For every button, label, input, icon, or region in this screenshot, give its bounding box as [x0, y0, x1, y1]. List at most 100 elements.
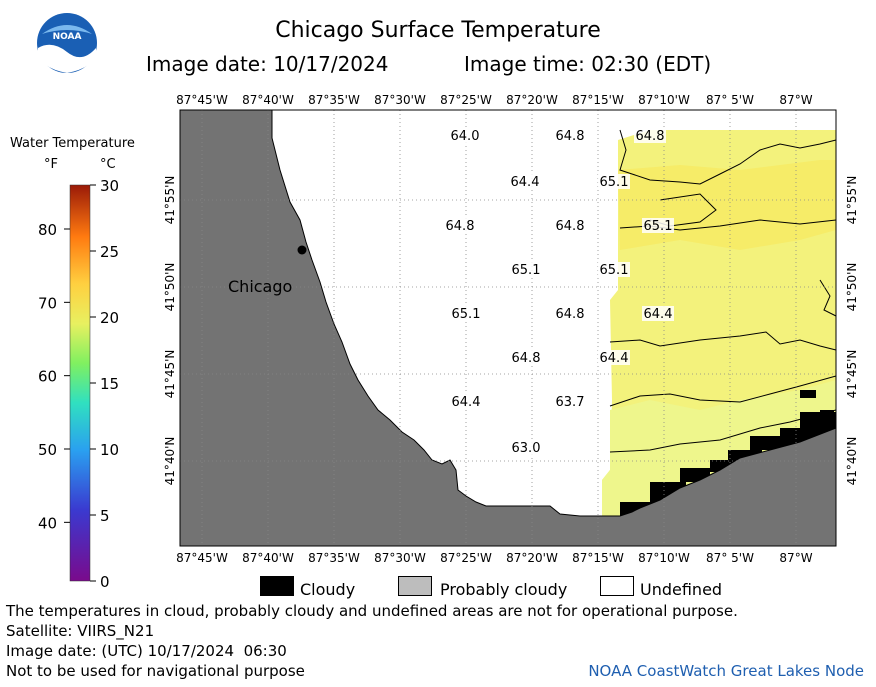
image-date: Image date: 10/17/2024	[146, 52, 389, 76]
land-area	[179, 109, 837, 547]
temp-label: 64.0	[451, 129, 480, 144]
lon-label-bottom: 87°10'W	[638, 551, 690, 565]
temp-label-bg	[598, 174, 630, 189]
lon-label-top: 87°10'W	[638, 93, 690, 107]
lon-label-bottom: 87°35'W	[308, 551, 360, 565]
lon-label-bottom: 87°40'W	[242, 551, 294, 565]
lon-label-top: 87°45'W	[176, 93, 228, 107]
lon-label-top: 87°25'W	[440, 93, 492, 107]
temp-label: 65.1	[512, 263, 541, 278]
temp-label-bg	[642, 306, 674, 321]
temp-label: 64.4	[452, 395, 481, 410]
temp-label: 64.8	[512, 351, 541, 366]
temperature-colorbar: Water Temperature °F °C 30 25 20 15 10 50 80 70…	[10, 136, 135, 588]
latitude-labels-right: 41°55'N 41°50'N 41°45'N 41°40'N	[845, 176, 859, 486]
undefined-swatch	[600, 576, 634, 596]
temp-label: 64.8	[556, 129, 585, 144]
temp-label-bg	[598, 262, 630, 277]
temp-label-bg	[510, 440, 542, 455]
temp-label-bg	[449, 128, 481, 143]
lon-label-top: 87°30'W	[374, 93, 426, 107]
temp-label: 64.4	[600, 351, 629, 366]
temp-label: 64.8	[636, 129, 665, 144]
map-title: Chicago Surface Temperature	[275, 18, 601, 43]
isotherm-contours	[609, 129, 837, 453]
lon-label-bottom: 87°45'W	[176, 551, 228, 565]
c-tick-label: 15	[100, 375, 119, 393]
svg-text:NOAA: NOAA	[53, 32, 82, 42]
chicago-temperature-map: 87°45'W 87°40'W 87°35'W 87°30'W 87°25'W 87°20…	[163, 93, 859, 565]
temp-label: 65.1	[644, 219, 673, 234]
lat-label-right: 41°50'N	[845, 263, 859, 312]
c-tick-label: 25	[100, 243, 119, 261]
temp-label-bg	[450, 306, 482, 321]
lat-label-right: 41°45'N	[845, 350, 859, 399]
temp-label: 64.8	[446, 219, 475, 234]
c-tick-label: 10	[100, 441, 119, 459]
lon-label-bottom: 87°30'W	[374, 551, 426, 565]
temp-label-bg	[554, 306, 586, 321]
temp-label: 65.1	[452, 307, 481, 322]
lon-label-bottom: 87°W	[779, 551, 812, 565]
city-label: Chicago	[228, 277, 292, 296]
undefined-label: Undefined	[640, 580, 723, 599]
lat-label-left: 41°45'N	[163, 350, 177, 399]
chicago-marker	[297, 245, 307, 255]
longitude-labels-bottom: 87°45'W 87°40'W 87°35'W 87°30'W 87°25'W 87°20…	[176, 551, 813, 565]
c-tick-label: 20	[100, 309, 119, 327]
cloudy-label: Cloudy	[300, 580, 356, 599]
lon-label-top: 87°20'W	[506, 93, 558, 107]
temp-label-bg	[554, 128, 586, 143]
lon-label-top: 87°40'W	[242, 93, 294, 107]
temp-label-bg	[634, 128, 666, 143]
temp-label-bg	[510, 350, 542, 365]
temp-label: 64.4	[644, 307, 673, 322]
temp-label: 65.1	[600, 263, 629, 278]
credit-text: NOAA CoastWatch Great Lakes Node	[588, 662, 864, 680]
lat-label-right: 41°40'N	[845, 437, 859, 486]
lat-label-right: 41°55'N	[845, 176, 859, 225]
temp-label: 64.8	[556, 219, 585, 234]
temp-label-bg	[510, 262, 542, 277]
noaa-logo: NOAA	[36, 12, 98, 78]
lat-label-left: 41°50'N	[163, 263, 177, 312]
navigation-warning: Not to be used for navigational purpose	[6, 662, 305, 680]
temp-label-bg	[509, 174, 541, 189]
cloudy-swatch	[260, 576, 294, 596]
lon-label-bottom: 87°25'W	[440, 551, 492, 565]
image-time: Image time: 02:30 (EDT)	[464, 52, 712, 76]
lon-label-top: 87°W	[779, 93, 812, 107]
temp-label-bg	[450, 394, 482, 409]
temp-label: 63.7	[556, 395, 585, 410]
lon-label-bottom: 87°15'W	[572, 551, 624, 565]
c-tick-label: 30	[100, 177, 119, 195]
lon-label-top: 87° 5'W	[706, 93, 754, 107]
f-tick-label: 70	[38, 294, 57, 312]
lat-label-left: 41°40'N	[163, 437, 177, 486]
temp-label: 65.1	[600, 175, 629, 190]
colorbar-unit-c: °C	[100, 157, 116, 172]
lon-label-top: 87°35'W	[308, 93, 360, 107]
f-tick-label: 80	[38, 221, 57, 239]
lon-label-bottom: 87° 5'W	[706, 551, 754, 565]
probably-cloudy-label: Probably cloudy	[440, 580, 568, 599]
longitude-labels-top: 87°45'W 87°40'W 87°35'W 87°30'W 87°25'W 87°20…	[176, 93, 813, 107]
colorbar-title: Water Temperature	[10, 136, 135, 151]
latitude-labels-left: 41°55'N 41°50'N 41°45'N 41°40'N	[163, 176, 177, 486]
probably-cloudy-swatch	[398, 576, 432, 596]
temp-label: 63.0	[512, 441, 541, 456]
map-frame	[179, 109, 837, 547]
water-warm-zone	[618, 160, 836, 250]
temp-label-bg	[444, 218, 476, 233]
lat-label-left: 41°55'N	[163, 176, 177, 225]
lon-label-bottom: 87°20'W	[506, 551, 558, 565]
temperature-labels: 64.0 64.8 64.8 64.4 65.1 64.8 64.8 65.1 65.1 65.1…	[444, 128, 674, 456]
temp-label-bg	[554, 394, 586, 409]
temp-label-bg	[554, 218, 586, 233]
f-tick-label: 40	[38, 514, 57, 532]
temp-label-bg	[598, 350, 630, 365]
temp-label: 64.4	[511, 175, 540, 190]
temp-label: 64.8	[556, 307, 585, 322]
f-tick-label: 50	[38, 441, 57, 459]
colorbar-unit-f: °F	[44, 157, 58, 172]
